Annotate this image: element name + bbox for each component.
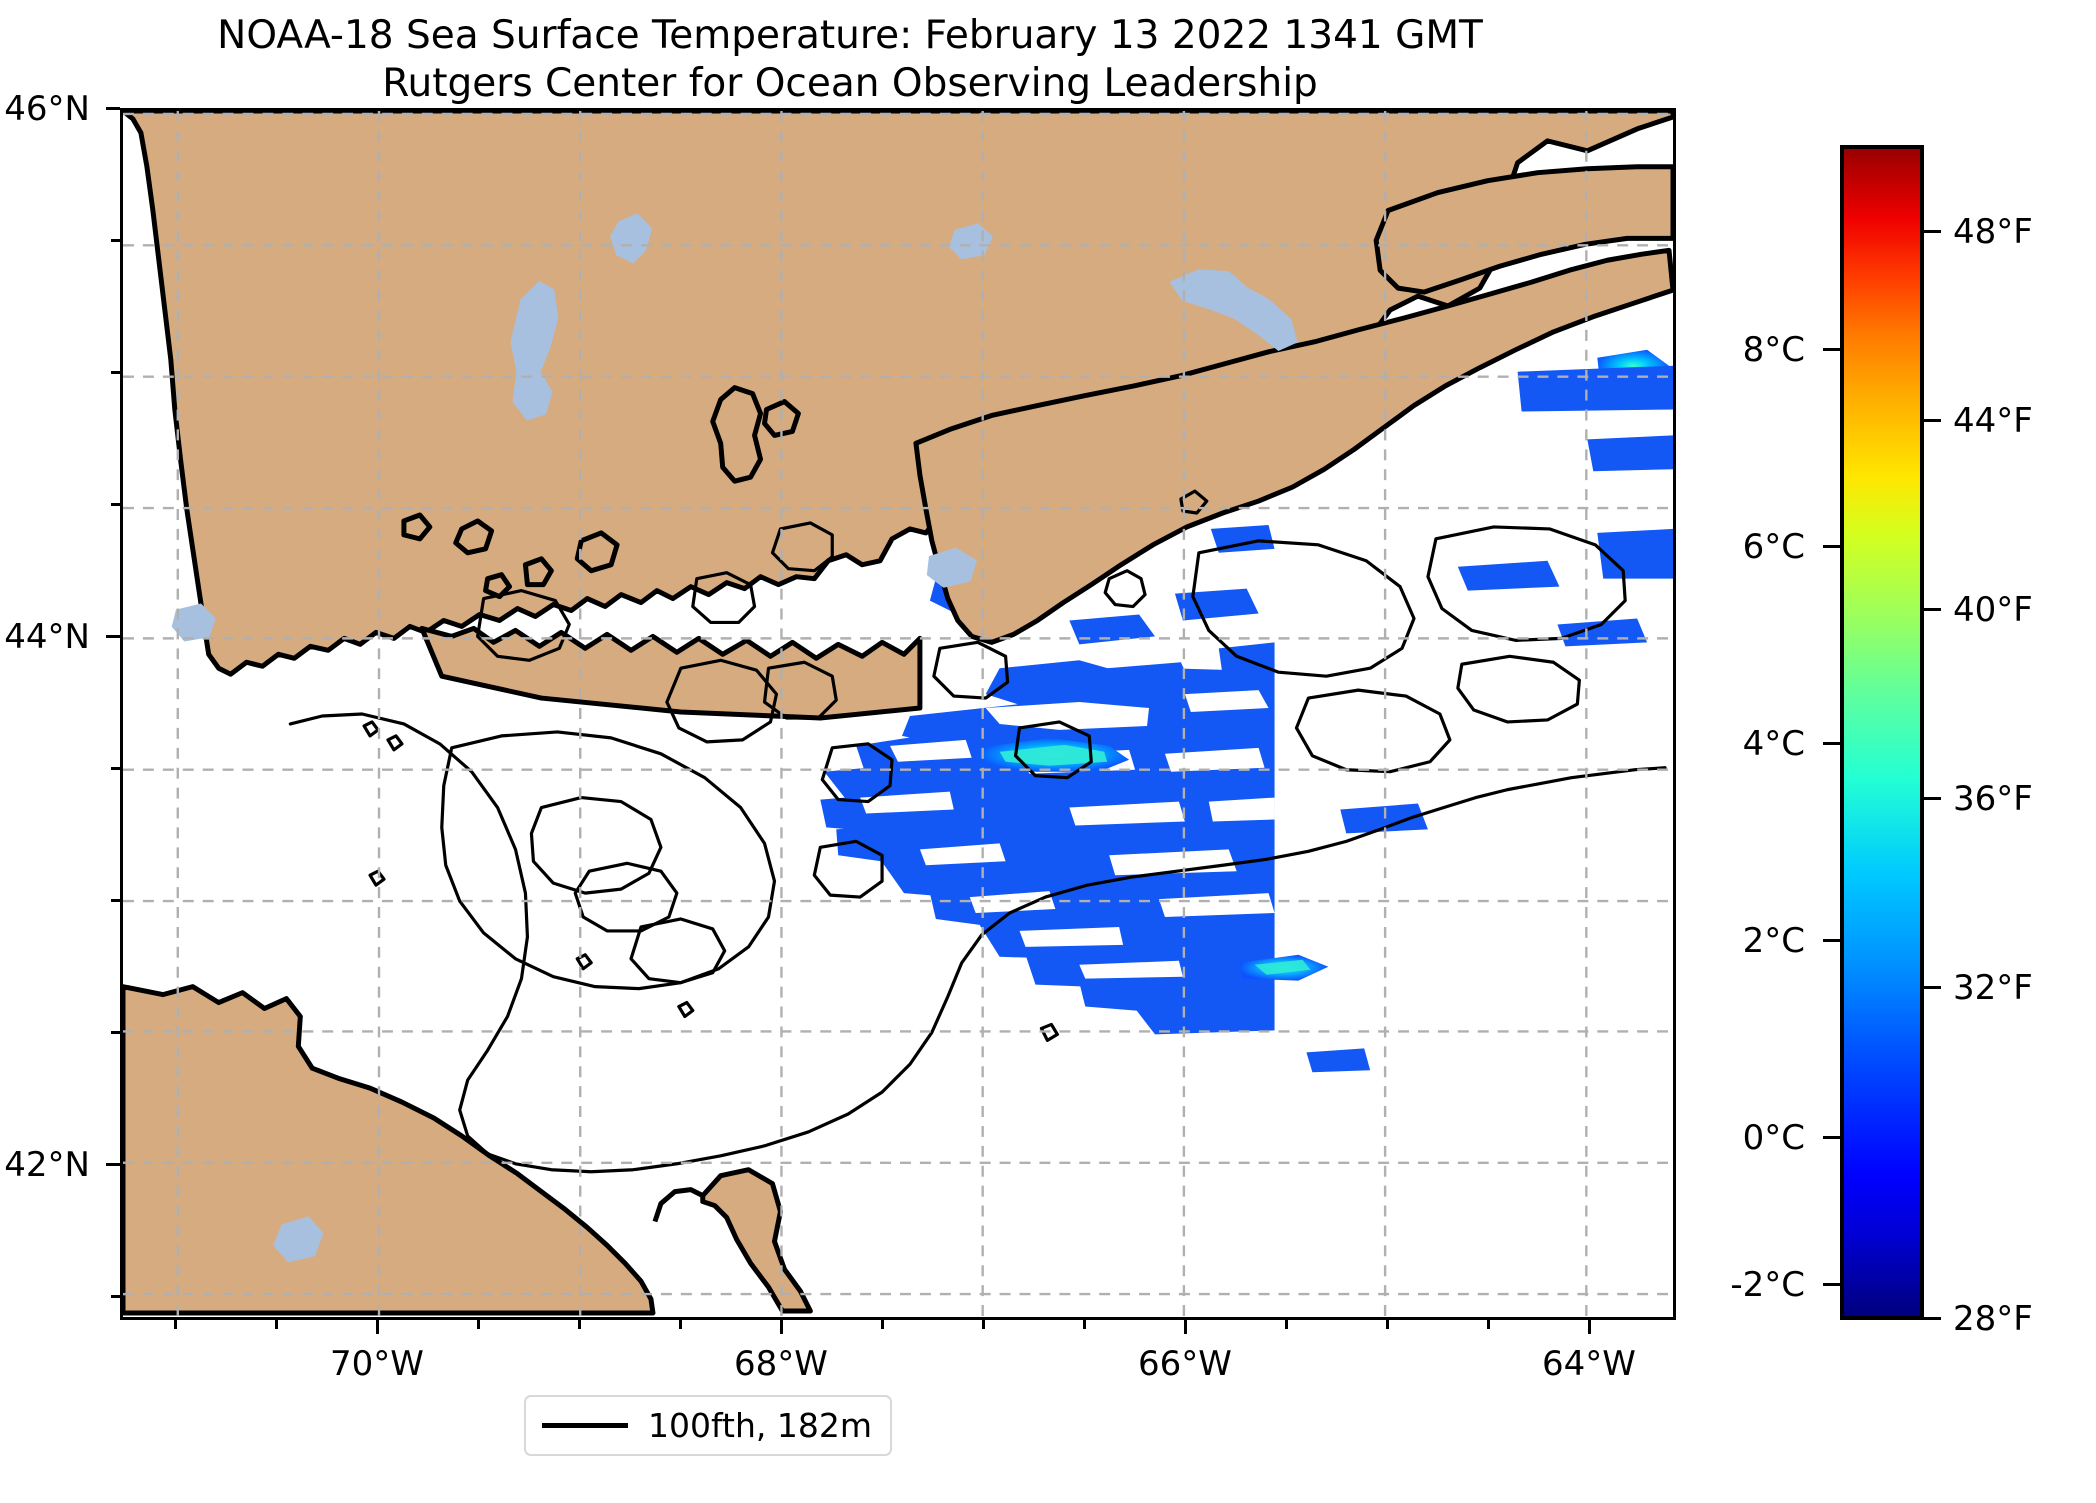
cb-tick-c-2 — [1823, 939, 1840, 942]
x-tick-major-64W — [1588, 1320, 1591, 1334]
x-tick-major-66W — [1184, 1320, 1187, 1334]
x-tick-minor — [881, 1320, 884, 1329]
map-svg — [123, 111, 1673, 1317]
y-tick-major-42 — [106, 1163, 120, 1166]
y-tick-major-44 — [106, 635, 120, 638]
y-axis-label-46N: 46°N — [4, 89, 90, 129]
cb-label-4C: 4°C — [1742, 724, 1805, 764]
cb-tick-f-32 — [1924, 986, 1941, 989]
depth-contour-legend[interactable]: 100fth, 182m — [524, 1395, 892, 1456]
cb-tick-f-40 — [1924, 608, 1941, 611]
x-tick-minor — [477, 1320, 480, 1329]
y-tick-minor — [111, 1295, 120, 1298]
cb-label-6C: 6°C — [1742, 527, 1805, 567]
cb-tick-c-4 — [1823, 742, 1840, 745]
title-line-2: Rutgers Center for Ocean Observing Leade… — [382, 60, 1318, 106]
x-tick-minor — [1285, 1320, 1288, 1329]
y-tick-minor — [111, 899, 120, 902]
cb-tick-c-neg2 — [1823, 1283, 1840, 1286]
cb-label-36F: 36°F — [1953, 779, 2033, 819]
x-axis-label-68W: 68°W — [734, 1344, 828, 1384]
bathymetry-contour-layer — [288, 489, 1667, 1174]
cb-label-8C: 8°C — [1742, 330, 1805, 370]
title-line-1: NOAA-18 Sea Surface Temperature: Februar… — [217, 13, 1483, 58]
cb-label-28F: 28°F — [1953, 1299, 2033, 1339]
cb-label-neg2C: -2°C — [1730, 1265, 1805, 1305]
x-tick-minor — [679, 1320, 682, 1329]
x-tick-minor — [1386, 1320, 1389, 1329]
x-tick-minor — [275, 1320, 278, 1329]
y-axis-label-42N: 42°N — [4, 1145, 90, 1185]
x-axis-label-64W: 64°W — [1542, 1344, 1636, 1384]
cb-label-44F: 44°F — [1953, 401, 2033, 441]
cb-label-48F: 48°F — [1953, 212, 2033, 252]
map-plot-area — [120, 108, 1676, 1320]
x-tick-minor — [578, 1320, 581, 1329]
y-axis-label-44N: 44°N — [4, 617, 90, 657]
x-axis-label-70W: 70°W — [330, 1344, 424, 1384]
cb-tick-f-28 — [1924, 1317, 1941, 1320]
y-tick-minor — [111, 503, 120, 506]
coastline-detail-layer — [401, 385, 801, 600]
cb-tick-c-8 — [1823, 348, 1840, 351]
x-tick-major-70W — [376, 1320, 379, 1334]
cb-label-0C: 0°C — [1742, 1118, 1805, 1158]
cb-label-40F: 40°F — [1953, 590, 2033, 630]
colorbar-gradient — [1840, 145, 1924, 1320]
lakes-layer — [171, 213, 1298, 1263]
x-tick-minor — [1083, 1320, 1086, 1329]
y-tick-minor — [111, 371, 120, 374]
x-tick-minor — [982, 1320, 985, 1329]
cb-tick-f-48 — [1924, 230, 1941, 233]
x-tick-minor — [174, 1320, 177, 1329]
y-tick-minor — [111, 767, 120, 770]
land-layer — [123, 111, 1673, 1316]
temperature-colorbar[interactable]: 8°C 6°C 4°C 2°C 0°C -2°C 48°F 44°F 40°F … — [1730, 145, 2033, 1339]
sst-data-layer — [820, 349, 1673, 1073]
x-tick-minor — [1487, 1320, 1490, 1329]
cb-label-32F: 32°F — [1953, 968, 2033, 1008]
cb-tick-c-0 — [1823, 1136, 1840, 1139]
legend-label: 100fth, 182m — [648, 1406, 872, 1445]
x-tick-major-68W — [780, 1320, 783, 1334]
cb-tick-c-6 — [1823, 545, 1840, 548]
cb-label-2C: 2°C — [1742, 921, 1805, 961]
cb-tick-f-44 — [1924, 419, 1941, 422]
y-tick-minor — [111, 239, 120, 242]
y-tick-minor — [111, 1031, 120, 1034]
contour-line-swatch-icon — [542, 1423, 628, 1428]
x-axis-label-66W: 66°W — [1138, 1344, 1232, 1384]
y-tick-major-46 — [106, 107, 120, 110]
cb-tick-f-36 — [1924, 797, 1941, 800]
map-canvas — [123, 111, 1673, 1317]
graticule-layer — [123, 111, 1673, 1317]
chart-title: NOAA-18 Sea Surface Temperature: Februar… — [0, 12, 1700, 107]
